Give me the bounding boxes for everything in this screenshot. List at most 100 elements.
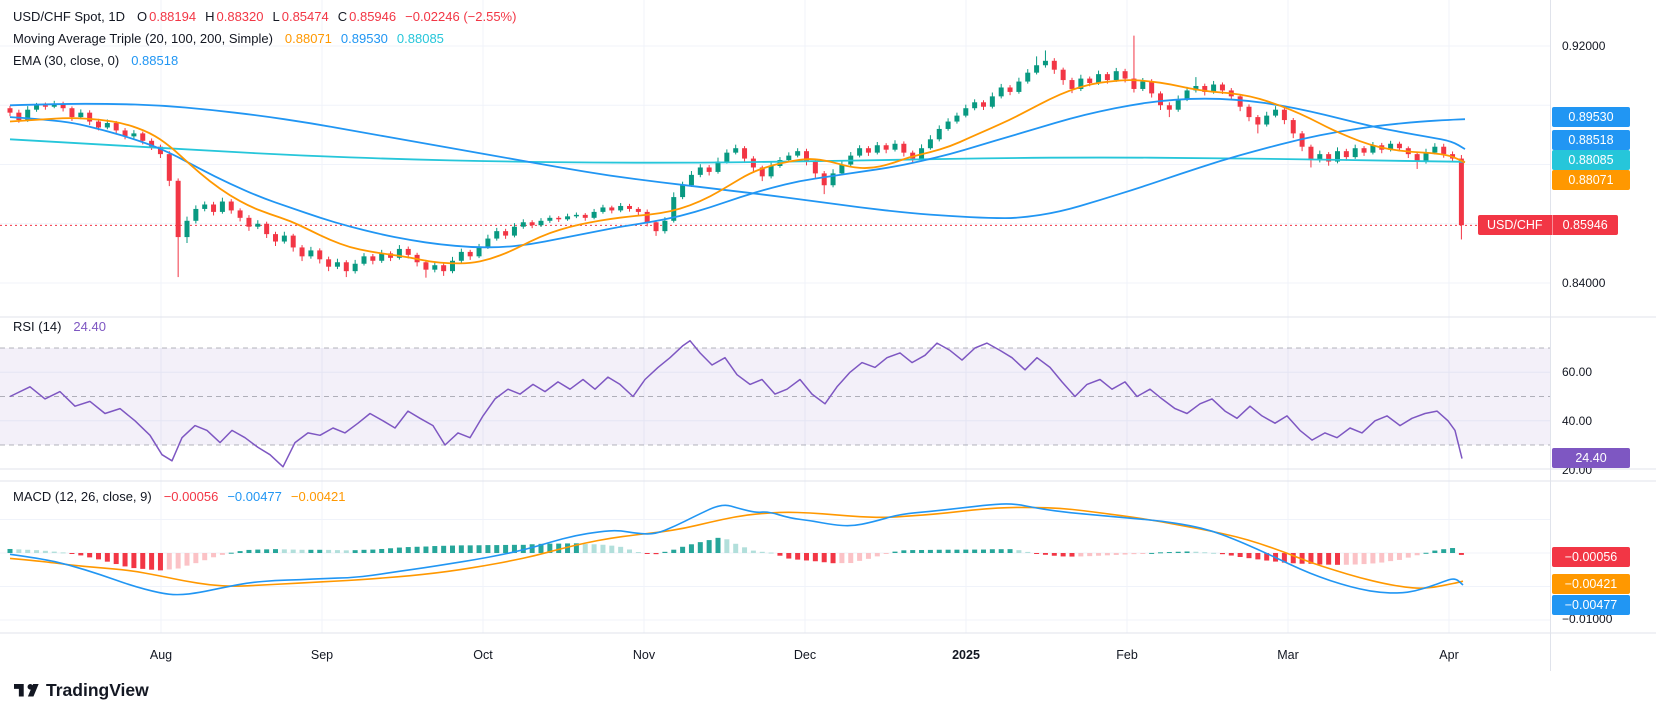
candle-body xyxy=(821,173,827,186)
candle-body xyxy=(1432,146,1438,153)
macd-histogram-bar xyxy=(742,547,748,553)
macd-histogram-bar xyxy=(1202,552,1208,554)
candle-body xyxy=(1317,154,1323,161)
candle-body xyxy=(42,105,48,107)
candle-body xyxy=(1308,146,1314,161)
macd-histogram-bar xyxy=(706,540,712,553)
macd-histogram-bar xyxy=(538,543,544,553)
candle-body xyxy=(405,248,411,255)
ohlc-high: H 0.88320 xyxy=(205,9,264,24)
candle-body xyxy=(591,211,597,218)
macd-histogram-bar xyxy=(1370,553,1376,564)
candle-body xyxy=(202,204,208,209)
tradingview-logo[interactable]: TradingView xyxy=(14,680,149,701)
candle-body xyxy=(1326,154,1332,162)
macd-histogram-bar xyxy=(1352,553,1358,565)
macd-histogram-bar xyxy=(759,551,765,553)
price-label-092000: 0.92000 xyxy=(1562,39,1606,53)
candle-body xyxy=(520,222,526,227)
macd-histogram-bar xyxy=(441,545,447,553)
macd-histogram-bar xyxy=(87,553,93,558)
macd-histogram-bar xyxy=(370,549,376,553)
candle-body xyxy=(989,96,995,107)
macd-histogram-bar xyxy=(582,544,588,553)
candle-body xyxy=(1219,84,1225,91)
candle-body xyxy=(565,216,571,220)
candle-body xyxy=(184,220,190,238)
macd-histogram-bar xyxy=(1281,553,1287,563)
candle-body xyxy=(157,146,163,155)
rsi-line xyxy=(9,339,1463,468)
candle-body xyxy=(308,250,314,257)
macd-histogram-bar xyxy=(1096,553,1102,556)
candle-body xyxy=(1042,60,1048,66)
macd-histogram-bar xyxy=(1361,553,1367,565)
symbol-legend[interactable]: USD/CHF Spot, 1D O 0.88194 H 0.88320 L 0.85… xyxy=(13,9,516,24)
macd-histogram-bar xyxy=(671,549,677,553)
macd-histogram-bar xyxy=(573,543,579,553)
tradingview-logo-icon xyxy=(14,683,39,697)
ma-triple-legend[interactable]: Moving Average Triple (20, 100, 200, Sim… xyxy=(13,31,444,46)
macd-histogram-bar xyxy=(768,552,774,554)
macd-histogram-bar xyxy=(795,553,801,560)
candle-body xyxy=(1255,117,1261,125)
macd-histogram-bar xyxy=(149,553,155,570)
candle-body xyxy=(1131,78,1137,89)
candle-body xyxy=(1113,71,1119,81)
macd-histogram-bar xyxy=(1290,553,1296,564)
candle-body xyxy=(697,167,703,175)
candle-body xyxy=(113,123,119,131)
candle-body xyxy=(60,103,66,109)
time-label-2025: 2025 xyxy=(952,648,980,662)
macd-histogram-bar xyxy=(450,545,455,553)
sma100-value: 0.89530 xyxy=(340,31,388,46)
candle-body xyxy=(219,201,225,212)
ohlc-close: C 0.85946 xyxy=(337,9,397,24)
macd-legend[interactable]: MACD (12, 26, close, 9) −0.00056 −0.0047… xyxy=(13,489,346,504)
macd-histogram-bar xyxy=(1405,553,1411,558)
time-label-apr: Apr xyxy=(1439,648,1459,662)
macd-histogram-bar xyxy=(1078,553,1084,557)
macd-histogram-bar xyxy=(1042,553,1048,555)
macd-histogram-bar xyxy=(1246,553,1252,559)
macd-histogram-bar xyxy=(680,546,686,553)
macd-histogram-bar xyxy=(998,549,1004,553)
macd-histogram-bar xyxy=(954,549,960,553)
rsi-label-60: 60.00 xyxy=(1562,365,1593,379)
candle-body xyxy=(998,87,1004,97)
candle-body xyxy=(1211,84,1217,92)
macd-histogram-bar xyxy=(1175,551,1181,553)
candle-body xyxy=(1441,146,1447,155)
macd-histogram-bar xyxy=(281,549,287,553)
candle-body xyxy=(1458,158,1464,226)
price-badge-0.88518: 0.88518 xyxy=(1552,130,1630,150)
macd-histogram-bar xyxy=(131,553,137,569)
macd-histogram-bar xyxy=(697,542,703,553)
candle-body xyxy=(812,161,818,174)
candle-body xyxy=(131,133,137,137)
macd-histogram-bar xyxy=(237,551,243,553)
candle-body xyxy=(759,167,765,177)
candle-body xyxy=(954,115,960,122)
time-label-feb: Feb xyxy=(1116,648,1138,662)
candle-body xyxy=(388,253,394,258)
ema-legend[interactable]: EMA (30, close, 0) 0.88518 xyxy=(13,53,178,68)
candle-body xyxy=(104,123,110,128)
macd-histogram-bar xyxy=(1166,552,1172,554)
macd-histogram-bar xyxy=(1414,553,1420,556)
macd-histogram-bar xyxy=(910,550,916,553)
macd-histogram-bar xyxy=(246,549,252,553)
price-badge-0.88085: 0.88085 xyxy=(1552,150,1630,170)
candle-body xyxy=(1281,109,1287,121)
candle-body xyxy=(511,226,517,236)
candle-body xyxy=(211,204,217,212)
sma200-value: 0.88085 xyxy=(396,31,444,46)
candles xyxy=(7,35,1464,278)
macd-histogram-bar xyxy=(635,552,641,554)
macd-histogram-bar xyxy=(529,544,535,553)
macd-histogram-bar xyxy=(334,550,340,553)
rsi-label-40: 40.00 xyxy=(1562,414,1593,428)
rsi-legend[interactable]: RSI (14) 24.40 xyxy=(13,319,106,334)
candle-body xyxy=(538,220,544,226)
